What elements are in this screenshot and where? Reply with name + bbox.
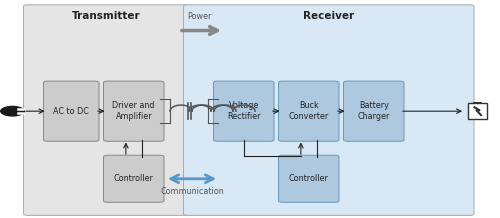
FancyBboxPatch shape [44, 81, 99, 141]
Text: Voltage
Rectifier: Voltage Rectifier [227, 101, 260, 121]
FancyBboxPatch shape [344, 81, 404, 141]
Bar [468, 103, 487, 119]
Text: Transmitter: Transmitter [72, 11, 140, 21]
Text: Power: Power [187, 12, 212, 21]
Text: Buck
Converter: Buck Converter [288, 101, 329, 121]
Text: Controller: Controller [289, 174, 329, 183]
Text: AC to DC: AC to DC [54, 107, 89, 116]
FancyBboxPatch shape [278, 81, 339, 141]
Text: Controller: Controller [114, 174, 154, 183]
FancyBboxPatch shape [184, 5, 474, 215]
Circle shape [0, 106, 25, 117]
Bar [473, 102, 482, 103]
Text: Communication: Communication [160, 187, 224, 196]
FancyBboxPatch shape [104, 81, 164, 141]
Text: Driver and
Amplifier: Driver and Amplifier [112, 101, 155, 121]
Text: Receiver: Receiver [303, 11, 354, 21]
FancyBboxPatch shape [278, 155, 339, 202]
FancyBboxPatch shape [24, 5, 189, 215]
FancyBboxPatch shape [104, 155, 164, 202]
FancyBboxPatch shape [214, 81, 274, 141]
Text: Battery
Charger: Battery Charger [358, 101, 390, 121]
